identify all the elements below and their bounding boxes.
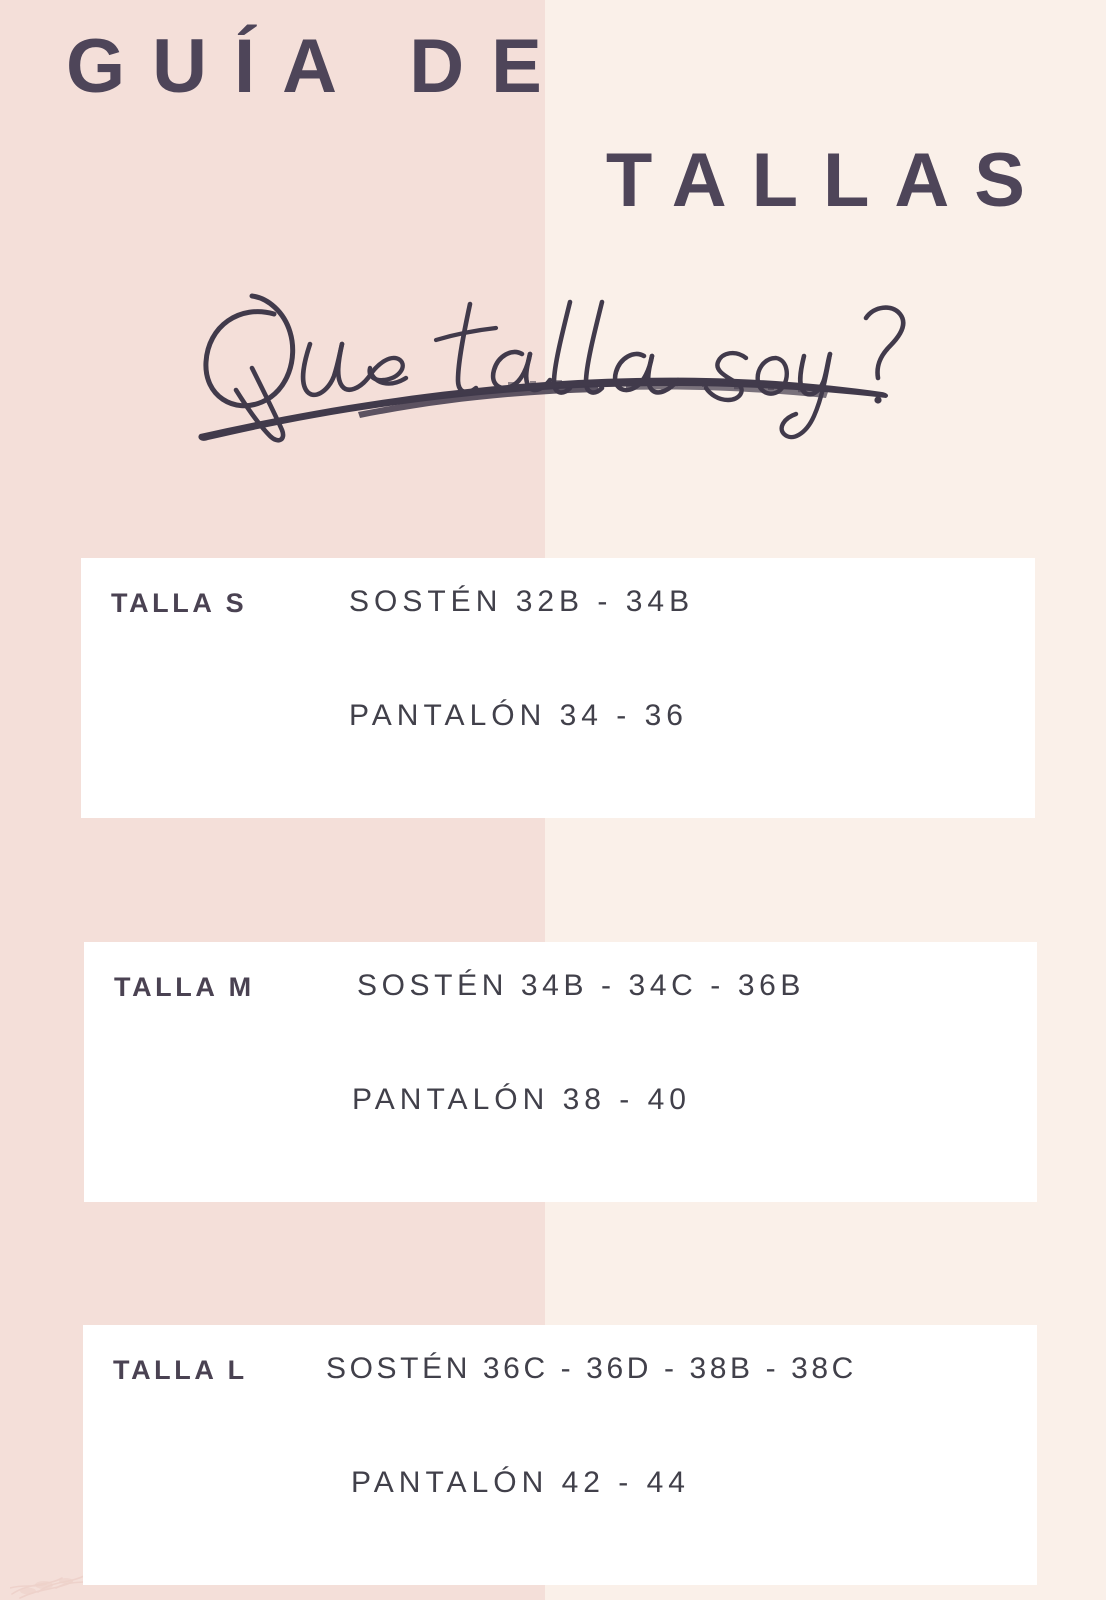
size-card-s: TALLA S SOSTÉN 32B - 34B PANTALÓN 34 - 3… xyxy=(81,558,1035,818)
pants-size-s: PANTALÓN 34 - 36 xyxy=(349,699,688,732)
bra-size-m: SOSTÉN 34B - 34C - 36B xyxy=(357,969,806,1002)
size-label-l: TALLA L xyxy=(113,1355,248,1385)
bra-size-l: SOSTÉN 36C - 36D - 38B - 38C xyxy=(326,1352,857,1385)
pants-size-l: PANTALÓN 42 - 44 xyxy=(351,1466,690,1499)
pants-size-m: PANTALÓN 38 - 40 xyxy=(352,1083,691,1116)
bra-size-s: SOSTÉN 32B - 34B xyxy=(349,585,695,618)
page-title-line-1: GUÍA DE xyxy=(66,24,569,109)
size-label-m: TALLA M xyxy=(114,972,255,1002)
size-card-l: TALLA L SOSTÉN 36C - 36D - 38B - 38C PAN… xyxy=(83,1325,1037,1585)
size-card-content: TALLA L SOSTÉN 36C - 36D - 38B - 38C PAN… xyxy=(83,1325,1037,1585)
script-subtitle-block xyxy=(178,262,938,452)
script-subtitle-artwork xyxy=(198,293,906,443)
size-card-m: TALLA M SOSTÉN 34B - 34C - 36B PANTALÓN … xyxy=(84,942,1037,1202)
page-title-line-2: TALLAS xyxy=(605,138,1050,223)
size-card-content: TALLA S SOSTÉN 32B - 34B PANTALÓN 34 - 3… xyxy=(81,558,1035,818)
size-card-content: TALLA M SOSTÉN 34B - 34C - 36B PANTALÓN … xyxy=(84,942,1037,1202)
size-label-s: TALLA S xyxy=(111,588,248,618)
